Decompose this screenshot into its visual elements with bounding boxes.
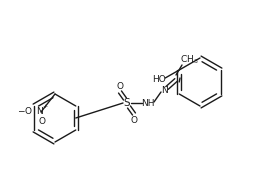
Text: O: O	[39, 117, 45, 125]
Text: HO: HO	[152, 75, 166, 83]
Text: +: +	[42, 103, 47, 108]
Text: CH$_3$: CH$_3$	[180, 54, 198, 66]
Text: NH: NH	[141, 98, 155, 107]
Text: O: O	[131, 115, 137, 125]
Text: O: O	[117, 82, 123, 90]
Text: N: N	[37, 107, 43, 115]
Text: $\mathregular{-}$O: $\mathregular{-}$O	[17, 105, 33, 115]
Text: S: S	[124, 98, 130, 108]
Text: N: N	[161, 85, 167, 95]
